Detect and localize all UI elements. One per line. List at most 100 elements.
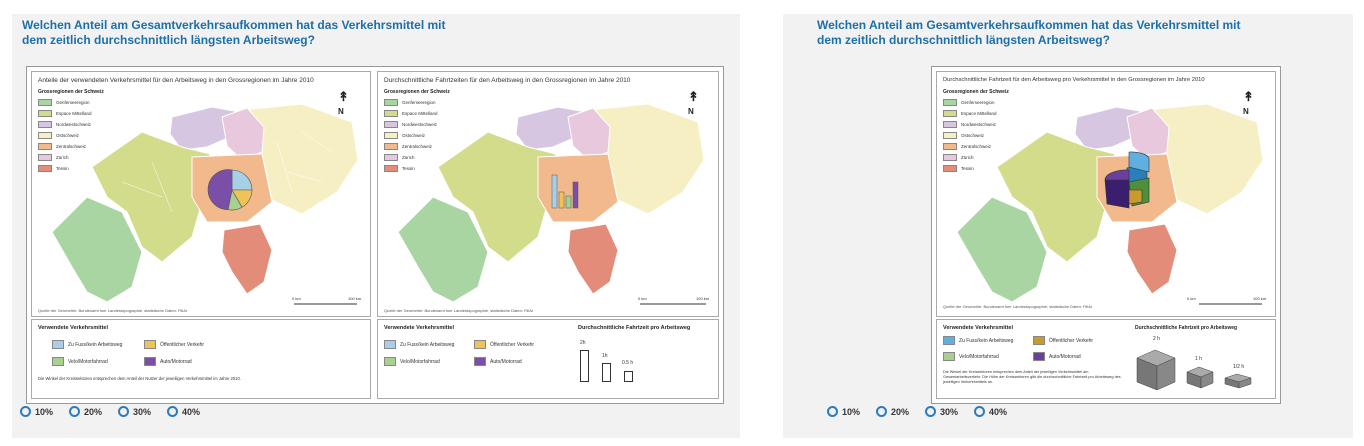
scale-start: 0 km — [1187, 296, 1196, 301]
legend-label: Tessin — [402, 165, 415, 171]
legend-label: Espace Mittelland — [961, 110, 997, 116]
figure-card: Anteile der verwendeten Verkehrsmittel f… — [26, 66, 724, 404]
legend-item: Zürich — [943, 153, 974, 161]
radio-icon[interactable] — [974, 406, 986, 417]
legend-item: Ostschweiz — [943, 131, 984, 139]
legend-swatch — [384, 120, 398, 128]
legend-label: Tessin — [56, 165, 69, 171]
time-title: Durchschnittliche Fahrtzeit pro Arbeitsw… — [1135, 325, 1238, 331]
mode-auto: Auto/Motorrad — [144, 357, 192, 366]
legend-swatch — [38, 109, 52, 117]
legend-swatch — [384, 153, 398, 161]
legend-swatch — [384, 131, 398, 139]
radio-icon[interactable] — [876, 406, 888, 417]
modes-title: Verwendete Verkehrsmittel — [38, 325, 109, 331]
legend-item: Ostschweiz — [384, 131, 425, 139]
legend-note: Die Winkel der Kreissektoren entsprechen… — [38, 376, 241, 381]
legend-swatch — [943, 142, 957, 150]
data-source: Quelle der Geometrie: Bundesamt fuer Lan… — [38, 308, 188, 313]
legend-swatch — [943, 153, 957, 161]
legend-label: Zürich — [56, 154, 69, 160]
time-2h-bar — [580, 350, 589, 382]
question-text: Welchen Anteil am Gesamtverkehrsaufkomme… — [817, 18, 1241, 47]
time-05h-label: 1/2 h — [1233, 364, 1245, 370]
legend-item: Genferseeregion — [943, 98, 995, 106]
answer-options: 10% 20% 30% 40% — [20, 406, 200, 417]
option-10[interactable]: 10% — [827, 406, 860, 417]
legend-swatch — [38, 164, 52, 172]
legend-item: Tessin — [38, 164, 69, 172]
data-source: Quelle der Geometrie: Bundesamt fuer Lan… — [384, 308, 534, 313]
legend-label: Nordwestschweiz — [961, 121, 997, 127]
legend-title: Grossregionen der Schweiz — [38, 89, 104, 95]
option-30[interactable]: 30% — [118, 406, 151, 417]
legend-item: Zürich — [38, 153, 69, 161]
option-40[interactable]: 40% — [167, 406, 200, 417]
legend-item: Espace Mittelland — [943, 109, 997, 117]
legend-label: Nordwestschweiz — [56, 121, 92, 127]
switzerland-map — [956, 103, 1264, 305]
figure-card: Durchschnittliche Fahrtzeit für den Arbe… — [931, 66, 1281, 404]
legend-label: Ostschweiz — [961, 132, 985, 138]
mode-oev: Öffentlicher Verkehr — [1033, 336, 1093, 345]
legend-item: Ostschweiz — [38, 131, 79, 139]
map-title: Durchschnittliche Fahrtzeiten für den Ar… — [384, 77, 631, 84]
map-modal-split: Anteile der verwendeten Verkehrsmittel f… — [31, 71, 371, 317]
legend-label: Espace Mittelland — [56, 110, 92, 116]
legend-label: Ostschweiz — [56, 132, 80, 138]
option-20[interactable]: 20% — [876, 406, 909, 417]
mode-foot: Zu Fuss/kein Arbeitsweg — [52, 340, 122, 349]
radio-icon[interactable] — [20, 406, 31, 417]
mode-velo: Velo/Motorfahrrad — [52, 357, 108, 366]
radio-icon[interactable] — [827, 406, 838, 417]
legend-item: Tessin — [384, 164, 415, 172]
legend-note: Die Winkel der Kreissektoren entsprechen… — [943, 370, 1121, 384]
legend-label: Genferseeregion — [961, 99, 995, 105]
radio-icon[interactable] — [69, 406, 81, 417]
legend-item: Zentralschweiz — [943, 142, 991, 150]
option-10[interactable]: 10% — [20, 406, 53, 417]
region-espace-mittelland — [91, 131, 211, 263]
region-tessin — [221, 223, 273, 295]
legend-label: Zürich — [961, 154, 974, 160]
time-2h-label: 2h — [580, 340, 586, 346]
scale-end: 100 km — [696, 296, 710, 301]
legend-item: Nordwestschweiz — [943, 120, 996, 128]
scale-start: 0 km — [292, 296, 301, 301]
legend-item: Nordwestschweiz — [38, 120, 91, 128]
legend-label: Ostschweiz — [402, 132, 426, 138]
radio-icon[interactable] — [118, 406, 130, 417]
legend-label: Zentralschweiz — [402, 143, 433, 149]
north-arrow-icon: ↟ N — [688, 89, 699, 116]
legend-label: Tessin — [961, 165, 974, 171]
mode-foot: Zu Fuss/kein Arbeitsweg — [384, 340, 454, 349]
mode-velo: Velo/Motorfahrrad — [384, 357, 440, 366]
option-20[interactable]: 20% — [69, 406, 102, 417]
mode-velo: Velo/Motorfahrrad — [943, 352, 999, 361]
scale-start: 0 km — [638, 296, 647, 301]
legend-label: Zentralschweiz — [961, 143, 992, 149]
legend-swatch — [38, 153, 52, 161]
legend-swatch — [38, 98, 52, 106]
switzerland-map — [51, 103, 359, 305]
legend-label: Zürich — [402, 154, 415, 160]
north-arrow-icon: ↟ N — [338, 89, 349, 116]
radio-icon[interactable] — [167, 406, 179, 417]
option-40[interactable]: 40% — [974, 406, 1007, 417]
option-30[interactable]: 30% — [925, 406, 958, 417]
legend-label: Genferseeregion — [402, 99, 436, 105]
time-cubes — [1136, 349, 1252, 391]
pie-chart — [207, 169, 253, 211]
legend-item: Espace Mittelland — [38, 109, 92, 117]
legend-swatch — [38, 120, 52, 128]
radio-icon[interactable] — [925, 406, 937, 417]
legend-swatch — [943, 164, 957, 172]
travel-time-bars — [551, 174, 579, 209]
legend-swatch — [943, 120, 957, 128]
question-panel-right: Welchen Anteil am Gesamtverkehrsaufkomme… — [783, 14, 1353, 438]
modes-title: Verwendete Verkehrsmittel — [384, 325, 455, 331]
question-text: Welchen Anteil am Gesamtverkehrsaufkomme… — [22, 18, 446, 47]
legend-item: Genferseeregion — [384, 98, 436, 106]
pie-3d-chart — [1104, 151, 1150, 209]
time-1h-label: 1h — [602, 353, 608, 359]
